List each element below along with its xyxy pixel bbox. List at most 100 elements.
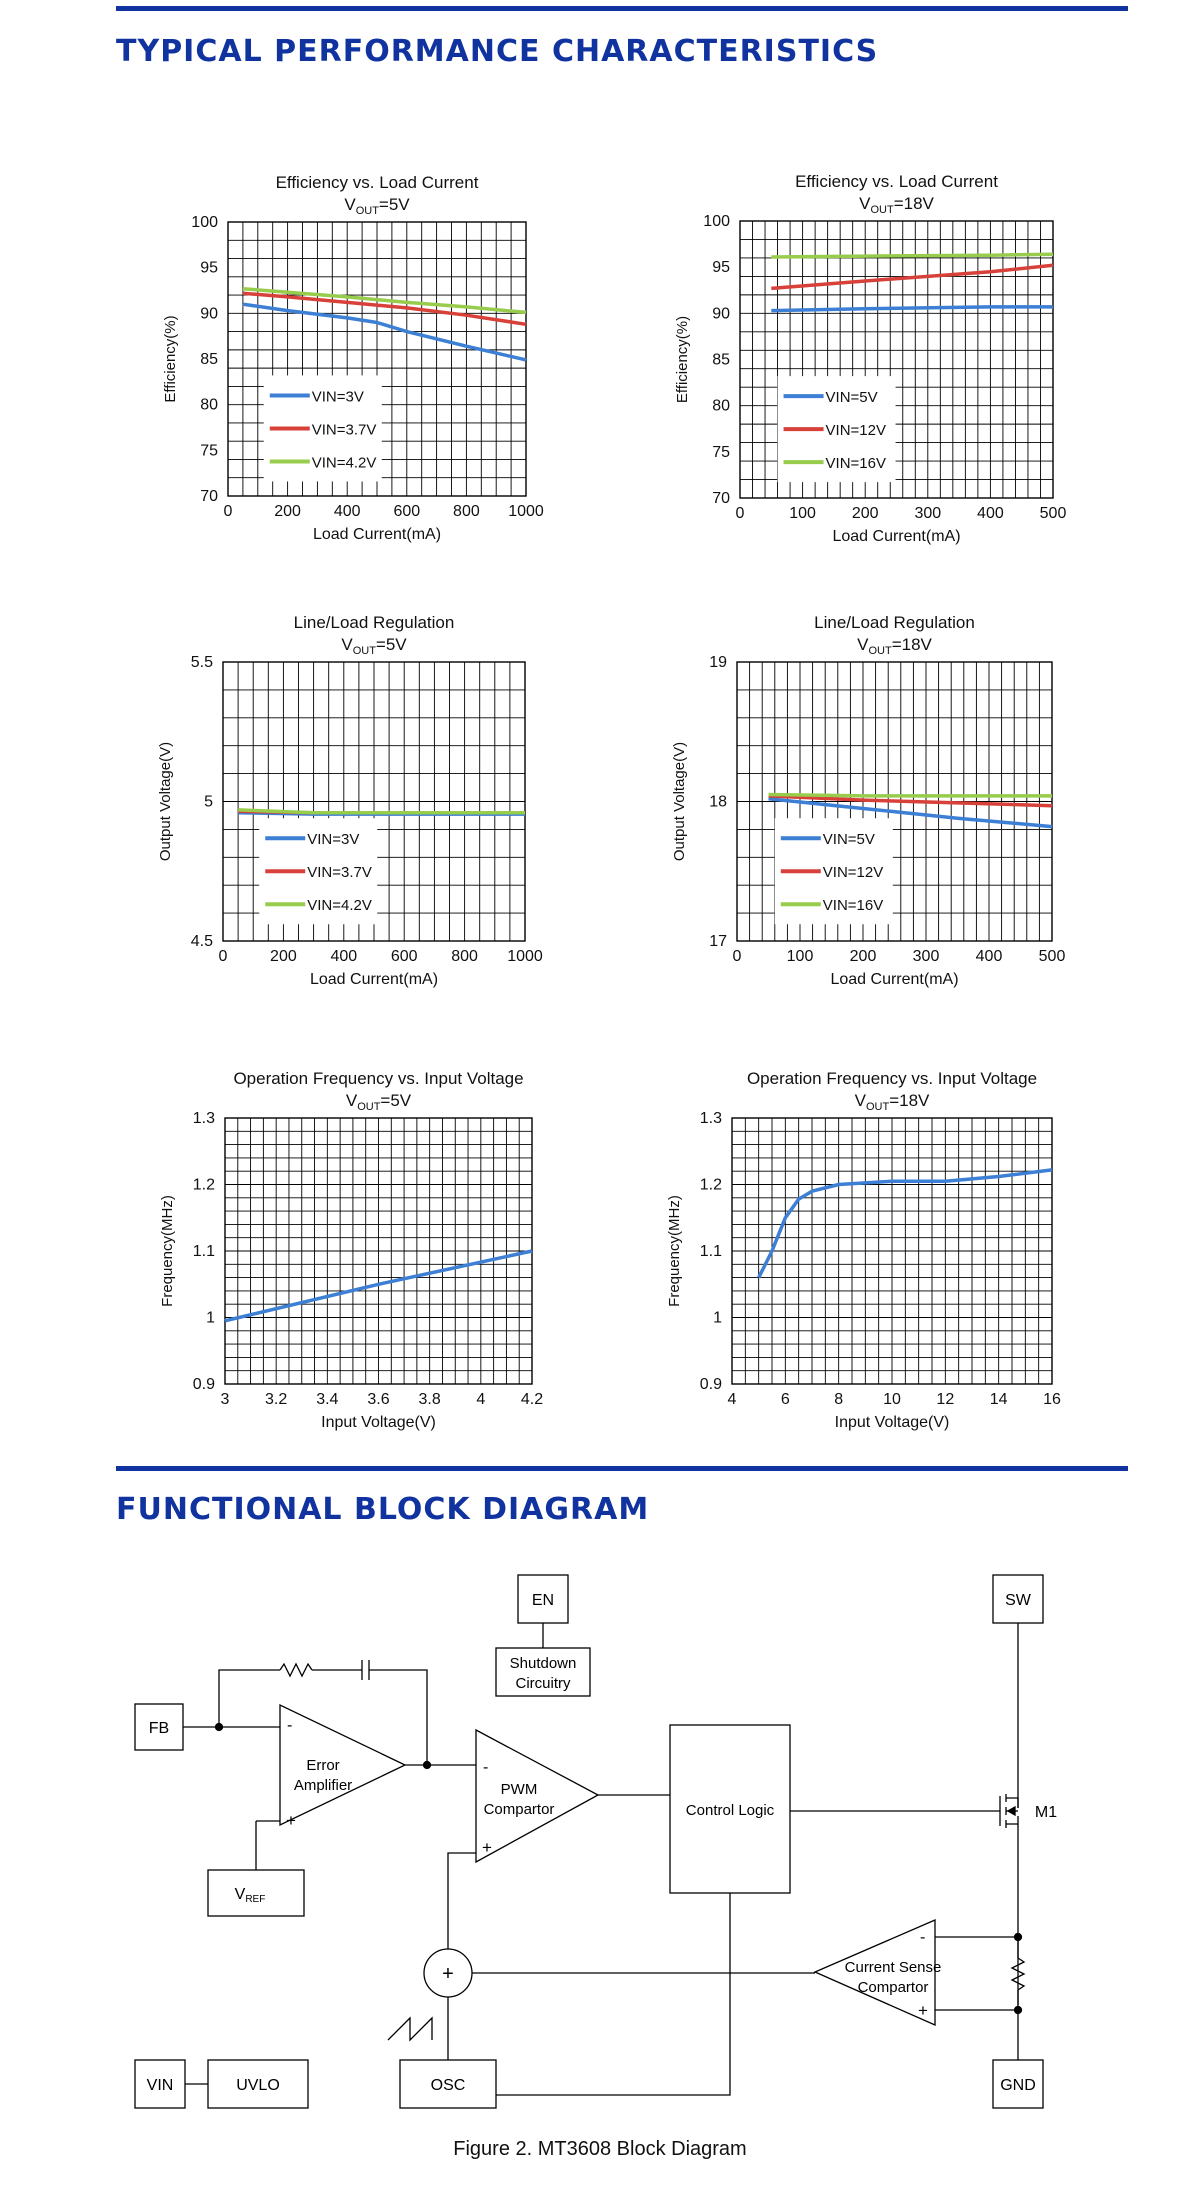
legend-label: VIN=3V xyxy=(307,831,359,848)
y-tick-label: 5.5 xyxy=(191,654,213,671)
x-tick-label: 400 xyxy=(976,948,1003,965)
series-line xyxy=(768,796,1053,829)
cs-label-line1: Current Sense xyxy=(845,1959,942,1976)
figure-caption: Figure 2. MT3608 Block Diagram xyxy=(453,2138,747,2160)
sw-pin-label: SW xyxy=(1005,1592,1032,1609)
x-tick-label: 200 xyxy=(274,503,301,520)
x-tick-label: 16 xyxy=(1043,1391,1061,1408)
chart-subtitle: VOUT=18V xyxy=(859,194,934,216)
x-axis-label: Load Current(mA) xyxy=(830,971,958,988)
y-tick-label: 75 xyxy=(200,442,218,459)
x-tick-label: 500 xyxy=(1040,505,1067,522)
cs-minus: - xyxy=(920,1929,925,1946)
x-tick-label: 3 xyxy=(221,1391,230,1408)
error-amplifier xyxy=(279,1703,407,1827)
error-amp-plus: + xyxy=(286,1811,296,1830)
legend-label: VIN=12V xyxy=(823,864,883,881)
series-line xyxy=(238,808,525,815)
x-tick-label: 8 xyxy=(834,1391,843,1408)
legend: VIN=5V VIN=12V VIN=16V xyxy=(774,818,893,925)
plot-frame xyxy=(731,1117,1053,1385)
x-tick-label: 1000 xyxy=(507,948,543,965)
control-logic-label: Control Logic xyxy=(686,1802,775,1819)
y-tick-label: 100 xyxy=(703,213,730,230)
sawtooth-icon xyxy=(387,2016,433,2042)
pwm-plus: + xyxy=(482,1838,492,1857)
x-tick-label: 1000 xyxy=(508,503,544,520)
x-tick-label: 3.8 xyxy=(419,1391,441,1408)
x-tick-label: 300 xyxy=(913,948,940,965)
shutdown-label-line2: Circuitry xyxy=(516,1675,571,1692)
x-tick-label: 0 xyxy=(224,503,233,520)
x-tick-label: 12 xyxy=(936,1391,954,1408)
y-tick-label: 0.9 xyxy=(700,1376,722,1393)
chart-subtitle: VOUT=5V xyxy=(346,1091,412,1113)
vref-box xyxy=(207,1869,305,1917)
legend-label: VIN=4.2V xyxy=(312,454,377,471)
x-tick-label: 0 xyxy=(733,948,742,965)
y-tick-label: 4.5 xyxy=(191,933,213,950)
x-axis-label: Load Current(mA) xyxy=(832,528,960,545)
x-tick-label: 0 xyxy=(736,505,745,522)
osc-box xyxy=(399,2059,497,2109)
shutdown-circuitry-box xyxy=(495,1647,591,1697)
legend-label: VIN=3.7V xyxy=(307,864,372,881)
y-tick-label: 19 xyxy=(709,654,727,671)
x-axis-label: Input Voltage(V) xyxy=(835,1414,950,1431)
y-tick-label: 80 xyxy=(200,397,218,414)
y-tick-label: 80 xyxy=(712,398,730,415)
x-tick-label: 500 xyxy=(1039,948,1066,965)
y-axis-label: Output Voltage(V) xyxy=(671,742,688,861)
y-tick-label: 1.3 xyxy=(193,1110,215,1127)
x-tick-label: 200 xyxy=(852,505,879,522)
pwm-label-line2: Compartor xyxy=(484,1801,555,1818)
block-diagram-section-rule xyxy=(116,1466,1128,1471)
shutdown-label-line1: Shutdown xyxy=(510,1655,577,1672)
x-tick-label: 200 xyxy=(850,948,877,965)
performance-section-title: TYPICAL PERFORMANCE CHARACTERISTICS xyxy=(116,34,879,69)
x-tick-label: 300 xyxy=(914,505,941,522)
x-tick-label: 3.4 xyxy=(316,1391,338,1408)
plot-frame xyxy=(739,220,1054,499)
cs-label-line2: Compartor xyxy=(858,1979,929,1996)
x-axis-label: Load Current(mA) xyxy=(310,971,438,988)
series-line xyxy=(771,252,1054,259)
chart-subtitle: VOUT=5V xyxy=(344,195,410,217)
chart-5: 3 3.2 3.4 3.6 3.8 4 4.2 0.9 1 1.1 1.2 1.3 Operation … xyxy=(159,1069,543,1431)
y-tick-label: 1.3 xyxy=(700,1110,722,1127)
y-tick-label: 85 xyxy=(200,351,218,368)
y-tick-label: 5 xyxy=(204,794,213,811)
osc-label: OSC xyxy=(431,2077,466,2094)
gnd-pin-box xyxy=(992,2059,1044,2109)
mosfet-m1 xyxy=(999,1794,1019,1828)
plot-frame xyxy=(736,661,1053,942)
x-axis-label: Input Voltage(V) xyxy=(321,1414,436,1431)
y-tick-label: 95 xyxy=(200,260,218,277)
y-tick-label: 1.2 xyxy=(193,1177,215,1194)
fb-pin-label: FB xyxy=(149,1720,169,1737)
x-tick-label: 800 xyxy=(451,948,478,965)
y-axis-label: Frequency(MHz) xyxy=(666,1195,683,1307)
gnd-pin-label: GND xyxy=(1000,2077,1036,2094)
error-amp-label-line1: Error xyxy=(306,1757,339,1774)
block-diagram-section-title: FUNCTIONAL BLOCK DIAGRAM xyxy=(116,1492,650,1527)
series-line xyxy=(757,1168,1053,1279)
chart-title: Line/Load Regulation xyxy=(814,613,975,632)
top-section-rule xyxy=(116,6,1128,11)
x-tick-label: 600 xyxy=(393,503,420,520)
chart-title: Efficiency vs. Load Current xyxy=(795,172,998,191)
x-tick-label: 400 xyxy=(334,503,361,520)
x-tick-label: 0 xyxy=(219,948,228,965)
y-tick-label: 18 xyxy=(709,794,727,811)
legend-label: VIN=5V xyxy=(823,831,875,848)
y-axis-label: Efficiency(%) xyxy=(162,315,179,402)
y-tick-label: 75 xyxy=(712,444,730,461)
x-tick-label: 4 xyxy=(476,1391,485,1408)
en-pin-label: EN xyxy=(532,1592,554,1609)
chart-subtitle: VOUT=18V xyxy=(857,635,932,657)
chart-subtitle: VOUT=5V xyxy=(341,635,407,657)
x-tick-label: 4.2 xyxy=(521,1391,543,1408)
m1-label: M1 xyxy=(1035,1804,1057,1821)
legend-label: VIN=3V xyxy=(312,388,364,405)
x-tick-label: 400 xyxy=(330,948,357,965)
